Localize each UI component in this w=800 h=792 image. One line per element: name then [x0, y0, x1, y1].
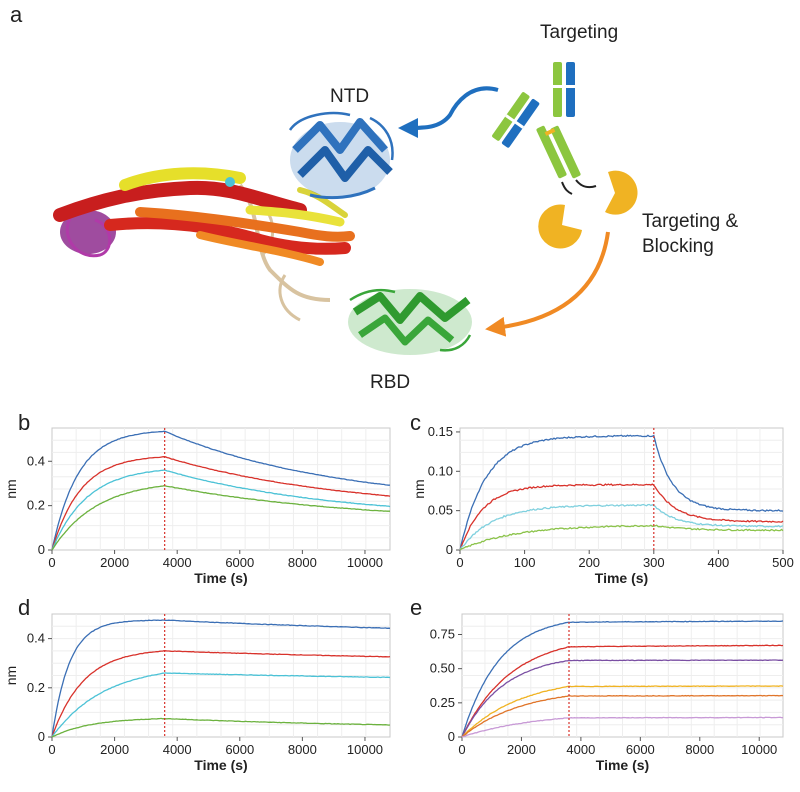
x-tick-label: 10000 [347, 555, 383, 570]
x-tick-label: 0 [48, 742, 55, 757]
x-tick-label: 4000 [566, 742, 595, 757]
x-tick-label: 6000 [225, 742, 254, 757]
ntd-label: NTD [330, 86, 369, 107]
y-tick-label: 0.15 [428, 424, 453, 439]
x-tick-label: 8000 [288, 742, 317, 757]
x-axis-label: Time (s) [596, 757, 649, 773]
x-tick-label: 6000 [225, 555, 254, 570]
panel-letter-d: d [18, 595, 30, 620]
x-tick-label: 0 [458, 742, 465, 757]
x-axis-label: Time (s) [194, 757, 247, 773]
x-tick-label: 0 [456, 555, 463, 570]
series-line-1 [51, 430, 391, 551]
series-line-1 [461, 620, 784, 738]
x-axis-label: Time (s) [194, 570, 247, 586]
y-axis-label: nm [3, 666, 19, 685]
y-axis-label: nm [411, 479, 427, 498]
series-line-3 [461, 659, 784, 738]
chart-e: e 0 0.25 0.50 0.75 0 2000 4000 6000 8000 10000 Time… [410, 595, 784, 773]
y-tick-label: 0.4 [27, 453, 45, 468]
rbd-domain-icon [348, 288, 472, 355]
x-tick-label: 2000 [100, 742, 129, 757]
x-tick-label: 100 [514, 555, 536, 570]
series-line-4 [459, 524, 784, 551]
series-line-4 [51, 717, 391, 738]
rbd-label: RBD [370, 372, 410, 393]
targeting-label: Targeting [540, 22, 618, 43]
y-tick-label: 0.2 [27, 680, 45, 695]
x-tick-label: 10000 [347, 742, 383, 757]
y-axis-label: nm [3, 479, 19, 498]
series-line-3 [51, 469, 391, 551]
targeting-blocking-label-line2: Blocking [642, 236, 714, 257]
series-line-3 [459, 503, 784, 551]
y-tick-label: 0 [38, 729, 45, 744]
series-line-3 [51, 672, 391, 738]
y-tick-label: 0.05 [428, 503, 453, 518]
x-tick-label: 8000 [288, 555, 317, 570]
series-line-2 [51, 456, 391, 551]
y-tick-label: 0.25 [430, 695, 455, 710]
series-line-2 [461, 644, 784, 738]
x-tick-label: 400 [708, 555, 730, 570]
x-tick-label: 0 [48, 555, 55, 570]
rbd-arrow [485, 231, 610, 337]
series-line-4 [51, 485, 390, 551]
x-tick-label: 2000 [100, 555, 129, 570]
x-tick-label: 2000 [507, 742, 536, 757]
x-tick-label: 300 [643, 555, 665, 570]
x-tick-label: 4000 [163, 555, 192, 570]
x-axis-label: Time (s) [595, 570, 648, 586]
chart-d: d 0 0.2 0.4 0 2000 4000 6000 8000 10000 Time (s) nm [3, 595, 391, 773]
y-tick-label: 0 [38, 542, 45, 557]
series-line-6 [461, 716, 784, 738]
series-line-2 [459, 483, 784, 551]
y-tick-label: 0.75 [430, 627, 455, 642]
series-line-2 [51, 650, 391, 738]
x-tick-label: 500 [772, 555, 794, 570]
targeting-blocking-label-line1: Targeting & [642, 211, 738, 232]
x-tick-label: 10000 [741, 742, 777, 757]
series-line-5 [461, 694, 784, 738]
ntd-arrow [398, 86, 499, 138]
series-line-1 [51, 619, 391, 738]
y-tick-label: 0 [448, 729, 455, 744]
y-tick-label: 0.50 [430, 661, 455, 676]
panel-a: a [10, 2, 738, 393]
y-tick-label: 0.10 [428, 463, 453, 478]
panel-letter-c: c [410, 410, 421, 435]
y-tick-label: 0.4 [27, 631, 45, 646]
series-line-1 [459, 434, 784, 551]
spike-protein-structure-icon [53, 167, 355, 322]
ntd-domain-icon [288, 111, 394, 200]
x-tick-label: 200 [578, 555, 600, 570]
x-tick-label: 4000 [163, 742, 192, 757]
x-tick-label: 6000 [626, 742, 655, 757]
series-line-4 [461, 685, 784, 738]
y-tick-label: 0 [446, 542, 453, 557]
panel-letter-e: e [410, 595, 422, 620]
chart-c: c 0 0.05 0.10 0.15 0 100 200 300 400 500 Time (s) nm [410, 410, 794, 586]
chart-b: b 0 0.2 0.4 0 2000 4000 6000 8000 10000 Time (s) nm [3, 410, 391, 586]
antibody-icon [492, 62, 638, 249]
panel-letter-a: a [10, 2, 23, 27]
x-tick-label: 8000 [685, 742, 714, 757]
y-tick-label: 0.2 [27, 498, 45, 513]
panel-letter-b: b [18, 410, 30, 435]
